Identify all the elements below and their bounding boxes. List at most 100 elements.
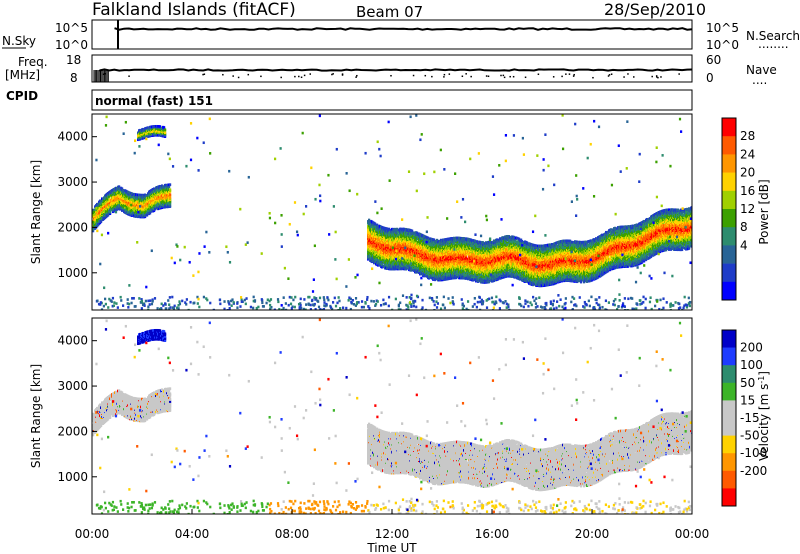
nave-dot [341,74,344,76]
power-cell [450,241,453,244]
nave-dot [222,73,224,76]
freq-tick-top: 18 [66,53,81,67]
nave-dot [294,75,296,78]
nave-dot [509,75,511,78]
nave-dot [390,74,392,77]
nave-tick-top: 60 [706,53,721,67]
nave-dot [461,75,464,78]
cpid-panel: CPID normal (fast) 151 [6,89,693,111]
power-cell [119,200,122,204]
power-cell [377,245,380,248]
power-cell [423,272,426,276]
power-cell [121,203,124,206]
nave-dot [607,75,610,77]
nave-dot [552,76,555,78]
nave-dot [280,76,282,79]
power-cell [118,185,121,188]
nave-dot [309,73,312,75]
nave-dot [465,73,467,75]
power-cell [148,194,151,198]
power-cell [388,227,391,231]
nave-dot [610,73,613,75]
power-cell [420,262,423,265]
nave-dot [431,75,433,78]
sky-tick-bottom: 10^0 [55,38,88,52]
nave-dot [503,76,506,79]
nave-dot [247,73,250,76]
nave-dot [623,76,625,78]
power-cell [401,251,404,255]
nave-dot [573,73,575,76]
beam-label: Beam 07 [356,3,423,21]
search-dots: ........ [758,37,789,51]
power-cell [92,208,95,212]
power-cell [122,188,125,192]
nave-dot [502,74,505,77]
power-cell [156,188,159,192]
search-tick-top: 10^5 [706,21,739,35]
power-cell [128,195,131,198]
nave-dot [651,75,653,78]
power-cell [139,193,142,197]
frequency-panel: Freq. [MHz] 18 8 Nave .... 60 0 [5,53,777,87]
power-cell [375,256,378,260]
nave-dot [356,74,358,77]
power-cell [411,232,414,236]
power-cell [169,193,172,196]
power-cell [169,188,172,191]
freq-label-1: Freq. [18,55,48,69]
power-cell [153,187,156,191]
sky-tick-top: 10^5 [55,21,88,35]
power-cell [412,238,415,242]
power-cell [368,255,371,259]
sky-label: N.Sky [2,34,36,48]
nave-dot [470,75,472,78]
nave-dot [500,74,502,77]
power-cell [159,125,162,128]
nave-dot [568,73,571,75]
nave-dot [657,76,659,79]
power-cell [169,183,172,186]
nave-tick-bottom: 0 [706,71,714,85]
power-cell [134,199,137,202]
power-cell [121,187,124,190]
nave-dot [424,74,427,77]
power-cell [118,199,121,202]
power-cell [393,260,396,264]
nave-dot [565,73,567,75]
nave-dots: .... [752,73,767,87]
power-cell [109,201,112,205]
power-cell [158,134,161,137]
nave-dot [203,73,206,75]
power-cell [149,211,152,215]
nave-dot [237,76,240,79]
power-cell [465,256,468,259]
date-label: 28/Sep/2010 [604,0,706,19]
power-cell [169,204,172,207]
search-label: N.Search [746,29,800,43]
nave-dot [608,74,611,76]
nave-label: Nave [746,63,777,77]
power-cell [428,261,431,265]
power-cell [420,271,423,274]
power-cell [163,126,166,129]
power-cell [436,238,439,242]
nave-dot [303,74,306,77]
search-tick-bottom: 10^0 [706,38,739,52]
power-cell [368,218,371,222]
power-cell [453,242,456,246]
nave-dot [656,76,658,78]
nave-dot [660,76,662,78]
power-cell [471,275,474,279]
freq-label-2: [MHz] [5,68,40,82]
power-cell [420,267,423,270]
nave-dot [341,73,344,75]
nave-dot [128,75,130,77]
nave-dot [524,76,527,79]
nave-dot [300,76,303,79]
nave-dot [412,74,415,77]
power-cell [164,128,167,132]
nave-dot [561,75,563,78]
nave-dot [232,75,234,77]
